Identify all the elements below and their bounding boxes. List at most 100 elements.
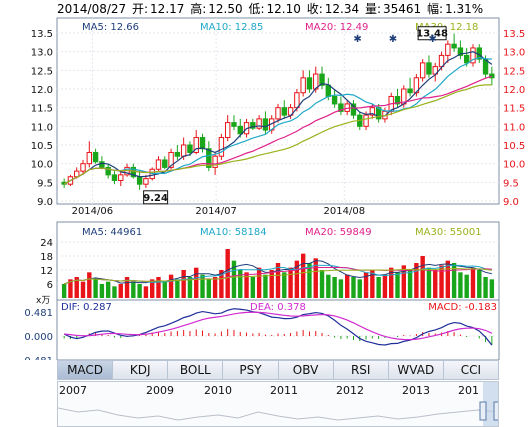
price-tick-right: 10.5 [503,141,525,152]
candle-body [250,122,256,129]
volume-bar [206,279,212,298]
stock-chart[interactable]: 13.5 13.5 13.0 13.0 12.5 12.5 12.0 12.0 11.5 11.5… [0,0,531,360]
price-tick-left: 11.0 [31,122,53,133]
candle-body [118,174,124,181]
candle-body [419,62,426,79]
volume-bar [231,260,237,298]
tab-wvad[interactable]: WVAD [389,361,444,379]
volume-bar [407,270,413,298]
tab-macd[interactable]: MACD [58,361,114,379]
timeline-year: 2013 [402,384,430,397]
volume-bar [439,265,444,298]
candle-body [331,95,338,105]
timeline-year: 2009 [146,384,174,397]
timeline-right-handle[interactable] [493,401,499,421]
close-label: 收: [306,2,323,16]
price-ma-legend: MA20: 12.49 [305,22,368,33]
macd-tick: -0.481 [21,356,53,360]
volume-bar [150,279,155,298]
volume-bar [326,274,331,298]
price-tick-left: 9.0 [37,197,53,208]
volume-bar [313,258,318,298]
volume-bar [112,286,117,298]
candle-body [86,151,93,165]
volume-bar [244,272,249,298]
candle-body [319,73,325,86]
volume-bar [269,270,274,298]
volume-bar [344,274,350,298]
x-tick-label: 2014/08 [324,206,366,217]
tab-kdj[interactable]: KDJ [113,361,169,379]
candle-body [262,118,269,131]
candle-body [489,73,495,79]
price-ma30-line [63,84,492,185]
candle-body [231,122,237,127]
volume-bar [489,279,495,298]
volume-label: 量: [364,2,381,16]
volume-tick: 24 [40,238,53,249]
x-tick-label: 2014/07 [195,206,237,217]
volume-bar [483,277,488,298]
tab-cci[interactable]: CCI [460,363,482,377]
price-ma-legend: MA30: 12.18 [415,22,478,33]
macd-label: MACD: -0.183 [428,302,497,313]
price-tick-right: 12.0 [503,85,525,96]
volume-bar [420,256,425,298]
timeline-left-handle[interactable] [479,401,487,421]
volume-bar [118,284,123,298]
candle-body [155,159,162,170]
candle-body [306,77,313,90]
candle-body [394,95,401,105]
candle-body [143,178,149,185]
price-tick-right: 9.0 [503,197,519,208]
timeline-year: 2012 [336,384,364,397]
price-tick-left: 11.5 [31,104,53,115]
tab-rsi[interactable]: RSI [334,361,389,379]
price-tick-left: 13.5 [31,29,53,40]
tab-psy[interactable]: PSY [223,361,279,379]
timeline-navigator[interactable]: 2007 2009 2010 2011 2012 2013 201 [57,381,499,427]
volume-bar [275,263,281,298]
price-tick-right: 9.5 [503,178,519,189]
volume-bar [389,267,394,298]
low-value: 12.10 [266,2,301,16]
volume-bar [87,272,92,298]
tab-boll[interactable]: BOLL [168,361,224,379]
candle-body [445,43,451,56]
timeline-year: 2007 [59,384,87,397]
volume-unit: x万 [36,296,50,306]
volume-bar [382,274,388,298]
candle-body [407,88,413,94]
candle-body [92,151,99,163]
event-star-icon: ✱ [353,34,361,45]
candle-body [218,137,225,157]
candle-body [325,84,332,97]
tab-obv[interactable]: OBV [279,361,334,379]
volume-bar [250,277,256,298]
change-label: 幅: [427,2,444,16]
change-value: 1.31% [445,2,484,16]
volume-bar [351,277,356,298]
volume-bar [401,265,406,298]
volume-bar [256,267,262,298]
candle-body [363,114,369,127]
volume-bar [137,284,142,298]
candle-body [275,107,281,120]
volume-bar [143,286,149,298]
candle-body [136,176,143,185]
event-star-icon: ✱ [389,34,397,45]
dea-line [64,311,493,341]
volume-bar [175,279,180,298]
candle-body [369,107,376,116]
candle-body [130,166,137,178]
volume-bar [477,270,482,298]
volume-bar [68,279,73,298]
volume-bar [282,272,287,298]
volume-bar [219,270,224,298]
volume-bar [200,274,205,298]
price-tick-left: 10.5 [31,141,53,152]
volume-tick: 18 [40,252,53,263]
price-tick-left: 13.0 [31,48,53,59]
high-marker-box [417,26,447,41]
volume-bar [74,277,79,298]
